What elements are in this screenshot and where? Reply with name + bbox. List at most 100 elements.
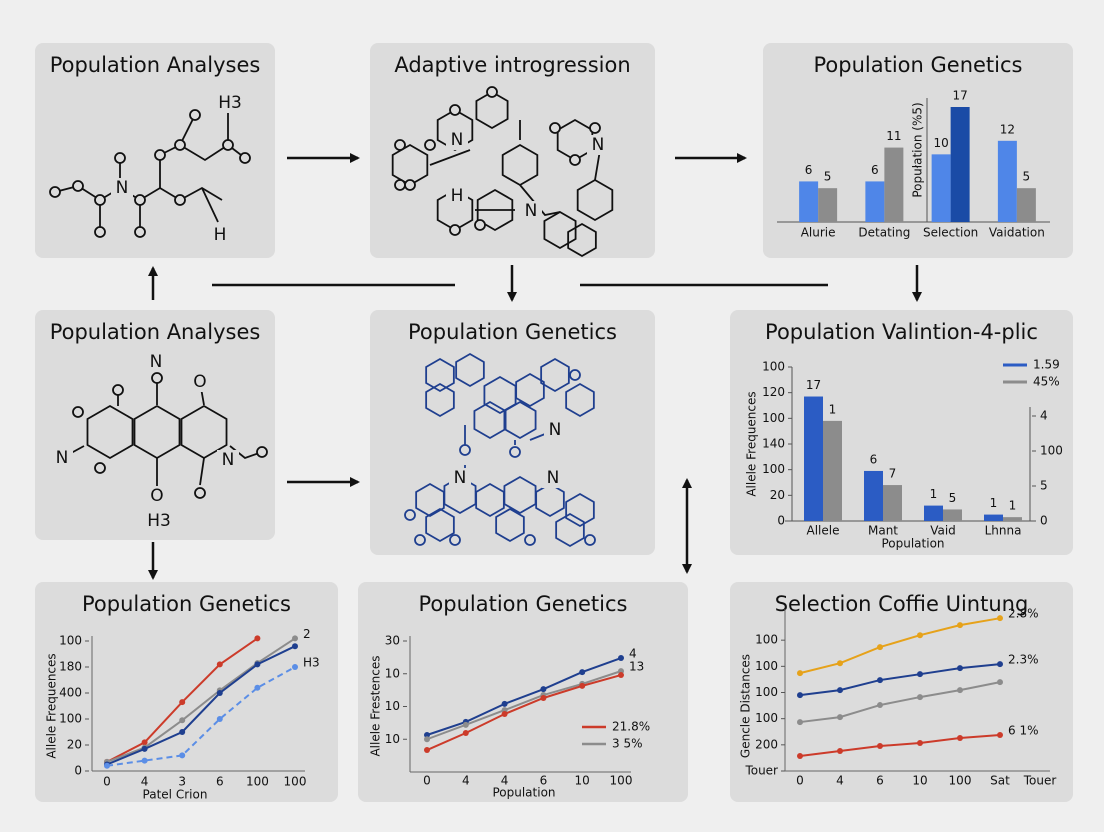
x-tick-label: Mant (868, 524, 898, 538)
x-tick-label: 100 (246, 775, 269, 789)
atom-ring (194, 487, 206, 499)
ring (543, 210, 577, 250)
line-series (799, 681, 1001, 724)
point (179, 717, 186, 724)
bar-label: 17 (952, 89, 967, 103)
x-axis-title: Population (492, 786, 555, 800)
end-label: 6 1% (1008, 724, 1039, 738)
x-tick-label: Touer (1023, 774, 1057, 788)
point (877, 677, 883, 684)
point (462, 721, 469, 728)
atom-bg (51, 448, 73, 468)
atom-ring (94, 194, 106, 206)
atom-ring (72, 406, 84, 418)
atom-label: H3 (218, 93, 242, 113)
atom-bg (209, 225, 231, 245)
bar (924, 505, 943, 521)
bond (519, 184, 561, 216)
line-series (799, 734, 1001, 757)
point (254, 635, 261, 642)
point (997, 679, 1003, 686)
y-tick-label: 4 (1040, 409, 1048, 423)
panel (763, 43, 1073, 258)
atom-ring (509, 446, 521, 458)
bar-label: 1 (829, 402, 837, 416)
point (797, 719, 803, 726)
x-tick-label: Lhnna (985, 524, 1022, 538)
point (579, 669, 586, 676)
point (917, 740, 923, 747)
atom-ring (222, 139, 234, 151)
y-tick-label: 5 (1040, 479, 1048, 493)
y-tick-label: 200 (755, 737, 778, 751)
x-tick-label: 0 (796, 774, 804, 788)
point (292, 664, 298, 670)
y-tick-label: 100 (762, 462, 785, 476)
atom-ring (404, 179, 416, 191)
point (141, 745, 148, 752)
point (797, 752, 803, 759)
atom-ring (49, 186, 61, 198)
atom-ring (414, 534, 426, 546)
atom-bg (148, 511, 170, 531)
atom-label: O (150, 486, 163, 506)
bar-label: 1 (1009, 499, 1017, 513)
bar-label: 17 (806, 378, 821, 392)
x-tick-label: 4 (836, 774, 844, 788)
bar-label: 6 (871, 163, 879, 177)
atom-bg (446, 186, 468, 206)
x-tick-label: Selection (923, 226, 978, 240)
x-tick-label: 0 (103, 775, 111, 789)
line-series (426, 657, 622, 736)
point (254, 684, 261, 691)
bar (804, 396, 823, 521)
panel (358, 582, 688, 802)
y-tick-label: 120 (762, 385, 785, 399)
atom-ring (486, 86, 498, 98)
atom-ring (584, 534, 596, 546)
atom-ring (114, 152, 126, 164)
x-tick-label: 0 (423, 774, 431, 788)
point (957, 622, 963, 629)
y-tick-label: 10 (385, 666, 400, 680)
y-tick-label: 100 (755, 659, 778, 673)
y-axis-title: Allele Frequences (45, 653, 59, 758)
ring (495, 507, 525, 543)
legend-label: 1.59 (1033, 358, 1060, 372)
bar (818, 188, 838, 222)
point (540, 686, 547, 693)
y-axis-title: Allele Frestences (369, 655, 383, 756)
panel-title: Population Genetics (814, 53, 1023, 77)
point (179, 729, 186, 735)
point (997, 615, 1003, 622)
point (141, 757, 148, 764)
atom-label: H (451, 186, 464, 206)
x-tick-label: 100 (284, 775, 307, 789)
atom-bg (146, 486, 168, 506)
x-tick-label: 6 (216, 775, 224, 789)
atom-label: N (451, 130, 464, 150)
x-tick-label: Sat (990, 774, 1010, 788)
panel (35, 310, 275, 540)
atom-ring (174, 194, 186, 206)
point (424, 731, 430, 738)
panel (370, 43, 655, 258)
end-label: 4 (629, 647, 637, 661)
line-series (106, 645, 296, 766)
legend-label: 3 5% (612, 737, 643, 751)
bar (984, 514, 1003, 521)
atom-label: H3 (147, 511, 171, 531)
line-series (106, 637, 296, 763)
point (216, 716, 223, 722)
atom-ring (112, 384, 124, 396)
x-tick-label: 3 (178, 775, 186, 789)
atom-ring (239, 152, 251, 164)
legend-label: 21.8% (612, 720, 650, 734)
panel-title: Population Valintion-4-plic (765, 320, 1038, 344)
legend-label: 45% (1033, 375, 1060, 389)
atom-ring (549, 122, 561, 134)
bar-label: 7 (889, 467, 897, 481)
bar (997, 140, 1017, 222)
point (424, 747, 430, 754)
